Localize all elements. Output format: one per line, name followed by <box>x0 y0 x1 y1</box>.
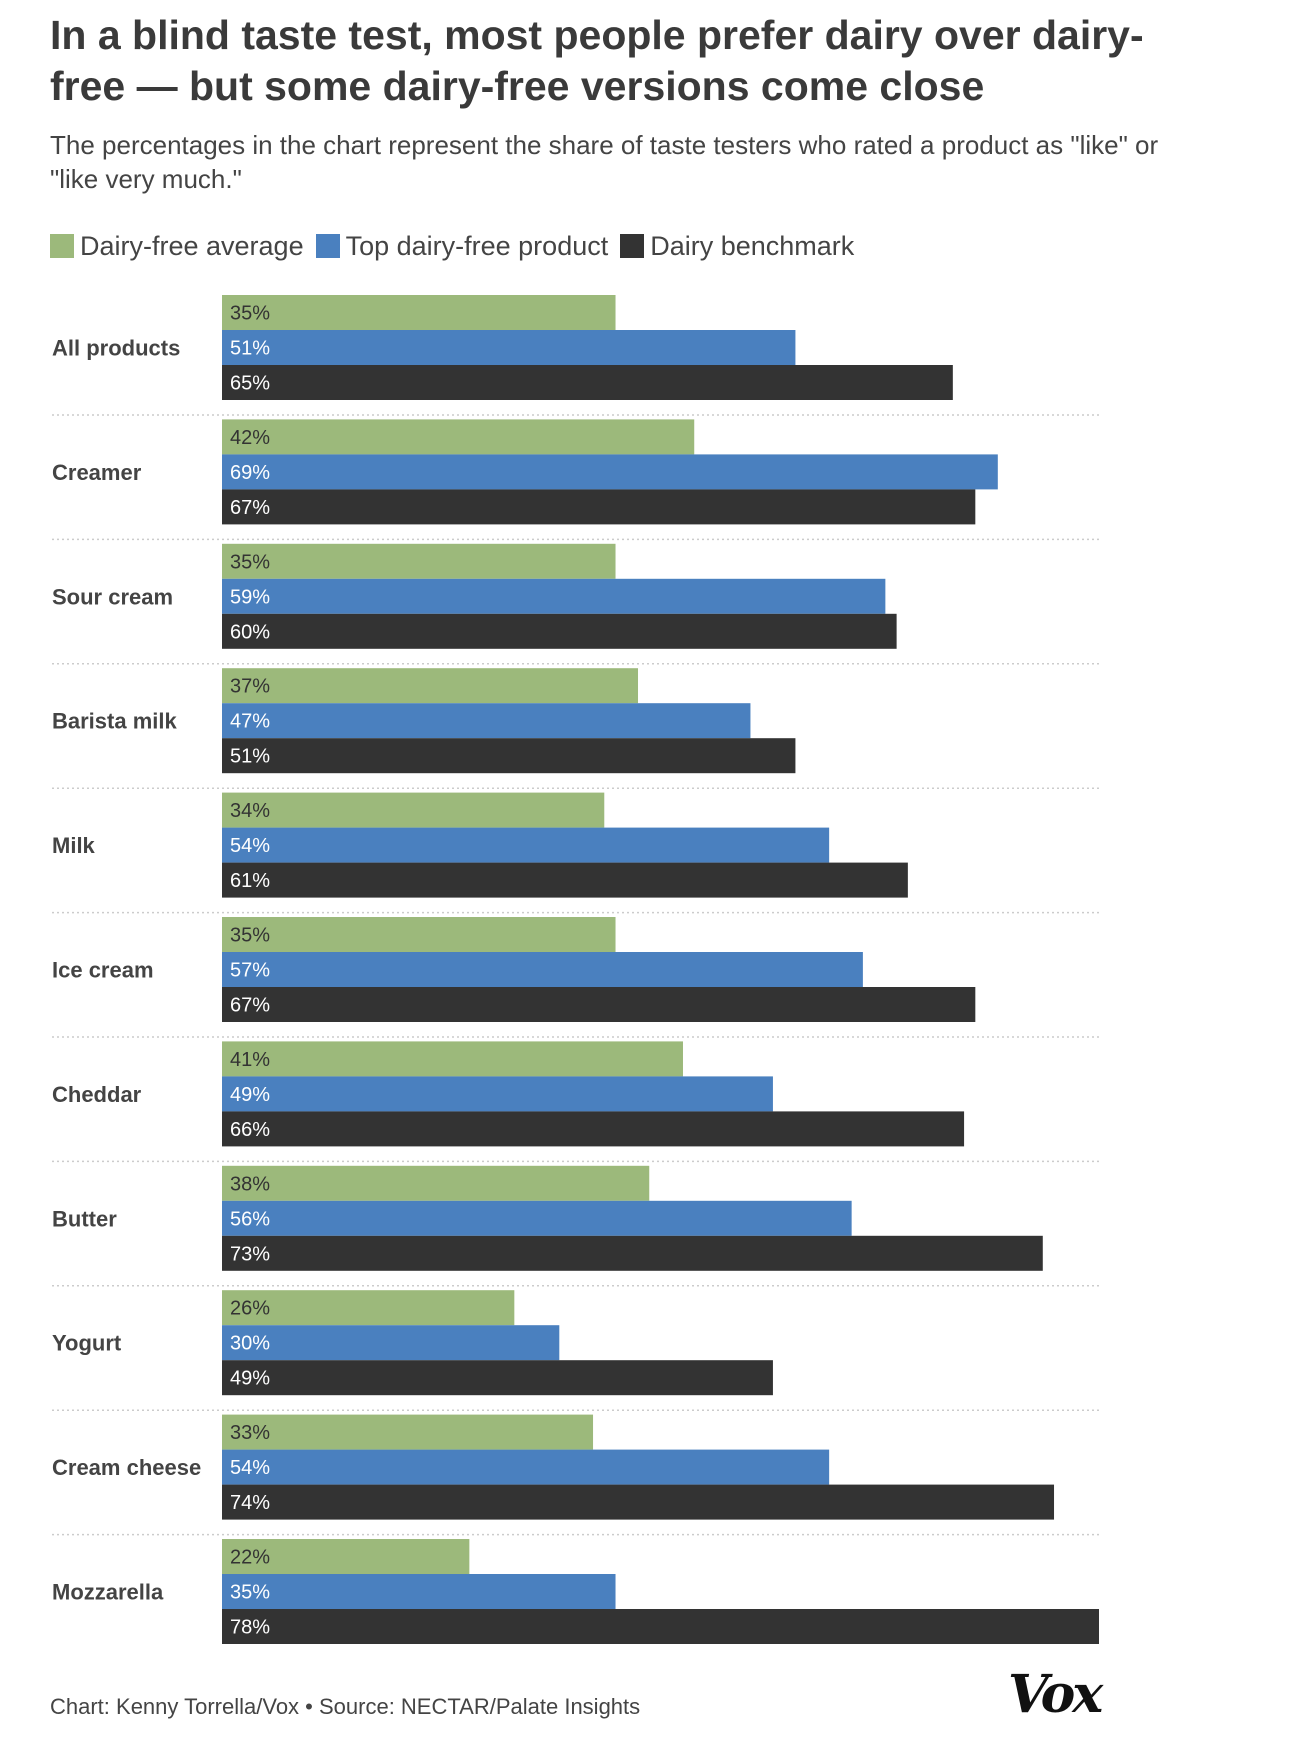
bar-label-barista-milk-top-dairy-free-product: 47% <box>230 711 270 733</box>
bar-ice-cream-top-dairy-free-product <box>222 952 863 987</box>
bar-label-creamer-dairy-benchmark: 67% <box>230 497 270 519</box>
category-label-mozzarella: Mozzarella <box>52 1580 164 1605</box>
chart-subtitle: The percentages in the chart represent t… <box>50 130 1159 194</box>
bar-mozzarella-dairy-benchmark <box>222 1609 1099 1644</box>
bar-barista-milk-top-dairy-free-product <box>222 703 751 739</box>
legend-label-dairy-free-average: Dairy-free average <box>80 230 304 261</box>
bar-label-creamer-dairy-free-average: 42% <box>230 427 270 449</box>
bar-creamer-dairy-free-average <box>222 419 695 455</box>
bar-label-cheddar-top-dairy-free-product: 49% <box>230 1084 270 1106</box>
bar-sour-cream-top-dairy-free-product <box>222 578 886 614</box>
bar-butter-dairy-benchmark <box>222 1235 1043 1271</box>
category-label-cheddar: Cheddar <box>52 1082 142 1107</box>
bar-milk-dairy-free-average <box>222 792 605 828</box>
bar-label-mozzarella-dairy-free-average: 22% <box>230 1547 270 1569</box>
bar-yogurt-top-dairy-free-product <box>222 1325 560 1361</box>
bar-label-butter-dairy-benchmark: 73% <box>230 1243 270 1265</box>
bar-label-sour-cream-top-dairy-free-product: 59% <box>230 586 270 608</box>
bar-label-ice-cream-dairy-benchmark: 67% <box>230 995 270 1017</box>
bar-label-yogurt-top-dairy-free-product: 30% <box>230 1333 270 1355</box>
bar-all-products-dairy-benchmark <box>222 365 953 400</box>
bar-ice-cream-dairy-free-average <box>222 917 616 952</box>
bar-yogurt-dairy-free-average <box>222 1290 515 1326</box>
bar-cream-cheese-top-dairy-free-product <box>222 1449 830 1485</box>
bar-label-creamer-top-dairy-free-product: 69% <box>230 462 270 484</box>
category-label-creamer: Creamer <box>52 460 142 485</box>
bar-label-butter-top-dairy-free-product: 56% <box>230 1208 270 1230</box>
category-label-butter: Butter <box>52 1206 117 1231</box>
legend: Dairy-free average Top dairy-free produc… <box>50 228 866 264</box>
bar-label-ice-cream-dairy-free-average: 35% <box>230 925 270 947</box>
bar-mozzarella-dairy-free-average <box>222 1539 470 1574</box>
bar-creamer-dairy-benchmark <box>222 489 976 525</box>
bar-label-sour-cream-dairy-benchmark: 60% <box>230 621 270 643</box>
bar-label-yogurt-dairy-free-average: 26% <box>230 1298 270 1320</box>
chart-credit: Chart: Kenny Torrella/Vox • Source: NECT… <box>50 1694 641 1719</box>
bar-label-barista-milk-dairy-benchmark: 51% <box>230 746 270 768</box>
bar-cream-cheese-dairy-benchmark <box>222 1484 1055 1520</box>
bar-cheddar-top-dairy-free-product <box>222 1076 773 1112</box>
bar-label-butter-dairy-free-average: 38% <box>230 1173 270 1195</box>
bar-creamer-top-dairy-free-product <box>222 454 998 490</box>
bar-label-barista-milk-dairy-free-average: 37% <box>230 676 270 698</box>
bar-sour-cream-dairy-free-average <box>222 543 616 579</box>
bar-label-cream-cheese-dairy-free-average: 33% <box>230 1422 270 1444</box>
bar-butter-dairy-free-average <box>222 1165 650 1201</box>
bar-label-cheddar-dairy-free-average: 41% <box>230 1049 270 1071</box>
bar-barista-milk-dairy-free-average <box>222 668 639 704</box>
bar-mozzarella-top-dairy-free-product <box>222 1574 616 1609</box>
bar-cream-cheese-dairy-free-average <box>222 1414 594 1450</box>
bar-ice-cream-dairy-benchmark <box>222 987 976 1022</box>
legend-label-dairy-benchmark: Dairy benchmark <box>650 230 855 261</box>
bar-barista-milk-dairy-benchmark <box>222 738 796 774</box>
bar-cheddar-dairy-benchmark <box>222 1111 965 1147</box>
vox-logo: Vox <box>1008 1664 1103 1725</box>
bar-label-mozzarella-top-dairy-free-product: 35% <box>230 1582 270 1604</box>
bar-all-products-top-dairy-free-product <box>222 330 796 365</box>
bar-label-sour-cream-dairy-free-average: 35% <box>230 551 270 573</box>
bar-sour-cream-dairy-benchmark <box>222 613 897 649</box>
legend-swatch-top-dairy-free-product <box>315 234 340 258</box>
legend-swatch-dairy-benchmark <box>620 234 645 258</box>
category-label-all-products: All products <box>52 336 180 361</box>
chart-title: In a blind taste test, most people prefe… <box>50 12 1144 109</box>
bar-label-yogurt-dairy-benchmark: 49% <box>230 1368 270 1390</box>
bar-label-milk-top-dairy-free-product: 54% <box>230 835 270 857</box>
legend-item-dairy-benchmark: Dairy benchmark <box>620 231 854 262</box>
legend-item-dairy-free-average: Dairy-free average <box>50 231 304 262</box>
category-label-barista-milk: Barista milk <box>52 709 177 734</box>
bar-label-all-products-top-dairy-free-product: 51% <box>230 338 270 360</box>
bar-cheddar-dairy-free-average <box>222 1041 683 1077</box>
category-label-yogurt: Yogurt <box>52 1331 122 1356</box>
legend-swatch-dairy-free-average <box>50 234 74 258</box>
bar-label-milk-dairy-benchmark: 61% <box>230 870 270 892</box>
bar-label-cream-cheese-dairy-benchmark: 74% <box>230 1492 270 1514</box>
bar-milk-dairy-benchmark <box>222 862 908 898</box>
bar-label-cheddar-dairy-benchmark: 66% <box>230 1119 270 1141</box>
bar-label-all-products-dairy-free-average: 35% <box>230 303 270 325</box>
bar-label-milk-dairy-free-average: 34% <box>230 800 270 822</box>
category-label-cream-cheese: Cream cheese <box>52 1455 201 1480</box>
bar-label-all-products-dairy-benchmark: 65% <box>230 373 270 395</box>
bar-milk-top-dairy-free-product <box>222 827 830 863</box>
bar-chart: All products 35% 51% 65% Creamer 42% 69% 67% Sou… <box>52 295 1099 1644</box>
category-label-ice-cream: Ice cream <box>52 958 154 983</box>
bar-label-mozzarella-dairy-benchmark: 78% <box>230 1617 270 1639</box>
category-label-milk: Milk <box>52 833 96 858</box>
bar-label-ice-cream-top-dairy-free-product: 57% <box>230 960 270 982</box>
bar-yogurt-dairy-benchmark <box>222 1360 773 1396</box>
bar-label-cream-cheese-top-dairy-free-product: 54% <box>230 1457 270 1479</box>
category-label-sour-cream: Sour cream <box>52 584 173 609</box>
bar-all-products-dairy-free-average <box>222 295 616 330</box>
legend-item-top-dairy-free-product: Top dairy-free product <box>315 230 609 262</box>
legend-label-top-dairy-free-product: Top dairy-free product <box>345 230 609 261</box>
bar-butter-top-dairy-free-product <box>222 1200 852 1236</box>
